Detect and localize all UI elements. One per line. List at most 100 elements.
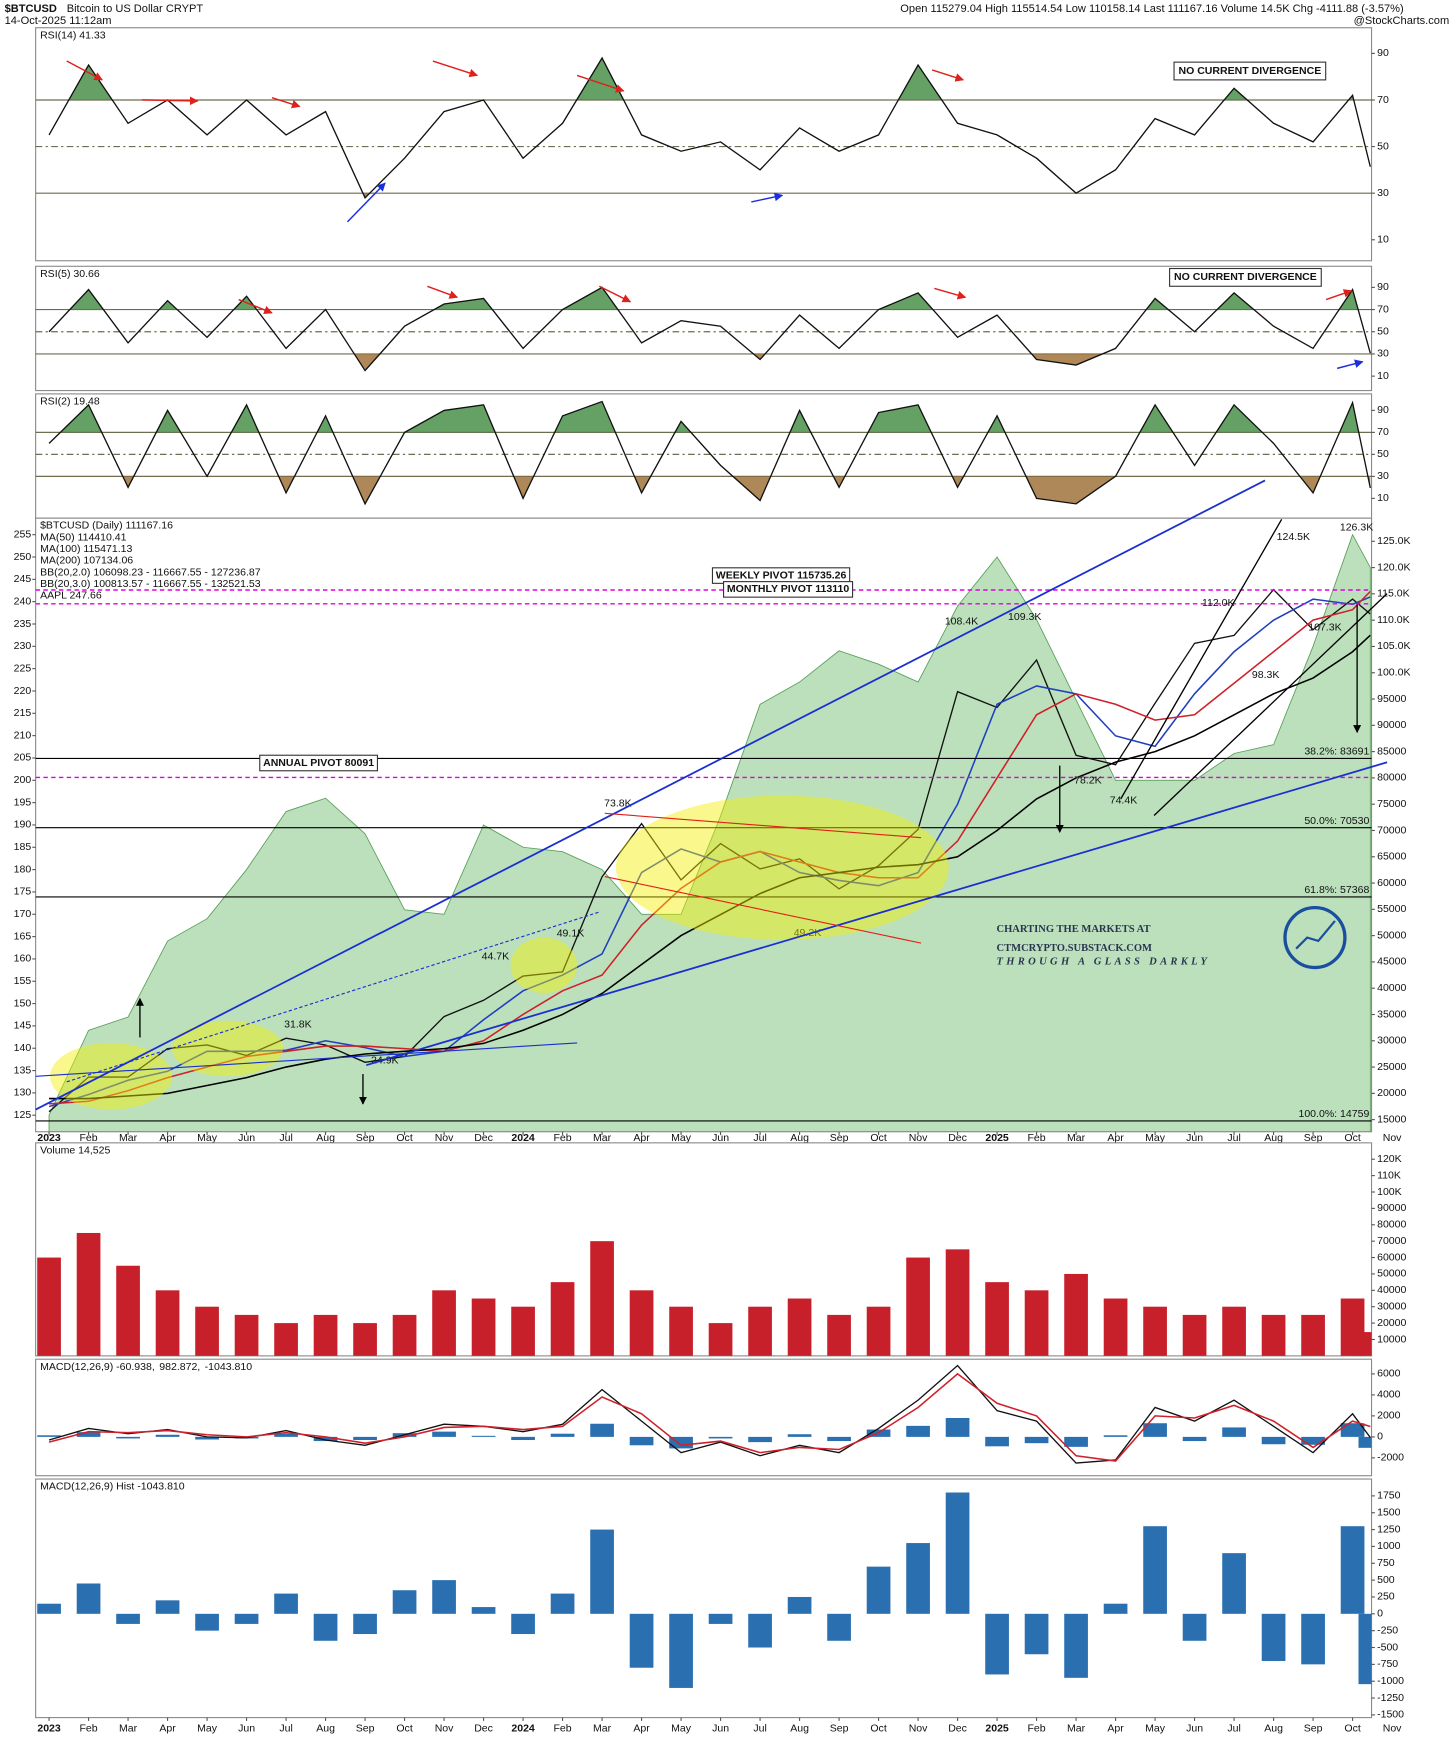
y-tick-label: 35000 (1377, 1008, 1406, 1020)
legend-entry: Volume 14,525 (40, 1144, 110, 1156)
fib-label: 50.0%: 70530 (1304, 815, 1369, 827)
bar (1358, 1613, 1372, 1685)
bar (116, 1436, 140, 1439)
x-tick-label: Feb (79, 1722, 97, 1734)
x-tick-label: Jul (279, 1132, 292, 1144)
bar (669, 1436, 693, 1449)
bar (1261, 1613, 1286, 1661)
y-tick-label: -1000 (1377, 1675, 1404, 1687)
bar (708, 1436, 733, 1439)
x-tick-label: 2023 (37, 1132, 61, 1144)
quote: Open 115279.04 High 115514.54 Low 110158… (900, 3, 1403, 15)
x-tick-label: Apr (1107, 1132, 1124, 1144)
bar (1143, 1306, 1167, 1356)
x-tick-label: Feb (1028, 1132, 1046, 1144)
legend-entry: RSI(2) 19.48 (40, 395, 100, 407)
legend-entry: MA(50) 114410.41 (40, 531, 127, 543)
bar (353, 1436, 377, 1441)
oversold-fill (49, 353, 1371, 371)
bar (471, 1435, 496, 1437)
bar (313, 1613, 338, 1641)
bar (195, 1436, 219, 1440)
x-tick-label: Dec (474, 1132, 493, 1144)
y-tick-label: -250 (1377, 1624, 1398, 1636)
legend-entry: MACD(12,26,9) Hist -1043.810 (40, 1481, 185, 1493)
y-tick-label: 25000 (1377, 1061, 1406, 1073)
bar (471, 1298, 496, 1356)
bar (590, 1529, 614, 1614)
y-tick-label: 140 (14, 1042, 32, 1054)
x-tick-label: Sep (1304, 1722, 1323, 1734)
overbought-fill (49, 401, 1371, 433)
y-tick-label: 1000 (1377, 1540, 1401, 1552)
y-tick-label: 240 (14, 595, 32, 607)
bar (37, 1435, 61, 1437)
y-tick-label: 80000 (1377, 1219, 1406, 1231)
legend-entry: 982.872, (159, 1361, 200, 1373)
bar (195, 1306, 219, 1356)
divergence-arrow (751, 192, 784, 203)
symbol-name: Bitcoin to US Dollar CRYPT (67, 3, 204, 15)
y-tick-label: 220 (14, 685, 32, 697)
y-tick-label: 245 (14, 573, 32, 585)
pivot-label: ANNUAL PIVOT 80091 (263, 757, 374, 769)
bar (313, 1436, 338, 1442)
y-tick-label: 165 (14, 930, 32, 942)
price-label: 98.3K (1252, 669, 1280, 681)
y-tick-label: 110K (1377, 1169, 1401, 1181)
bar (985, 1436, 1009, 1447)
bar (155, 1434, 180, 1437)
x-tick-label: Aug (790, 1722, 809, 1734)
divergence-arrow (598, 285, 632, 303)
fib-label: 38.2%: 83691 (1304, 746, 1369, 758)
legend-entry: AAPL 247.66 (40, 590, 102, 602)
price-label: 24.9K (371, 1055, 399, 1067)
bar (906, 1543, 930, 1614)
bar (1064, 1436, 1088, 1447)
x-tick-label: Oct (870, 1722, 886, 1734)
pivot-box (723, 581, 854, 598)
x-tick-label: 2025 (985, 1722, 1009, 1734)
y-tick-label: 70000 (1377, 824, 1406, 836)
y-tick-label: 180 (14, 863, 32, 875)
bar (985, 1613, 1009, 1675)
x-tick-label: Aug (1264, 1132, 1283, 1144)
divergence-arrow (1325, 289, 1353, 301)
y-tick-label: 210 (14, 729, 32, 741)
oversold-fill (122, 476, 1371, 504)
bar (37, 1603, 61, 1614)
y-tick-label: 110.0K (1377, 614, 1410, 626)
x-tick-label: May (671, 1722, 692, 1734)
channel-line (1153, 593, 1388, 817)
y-tick-label: 90 (1377, 281, 1389, 293)
bar (787, 1596, 812, 1614)
bar (985, 1282, 1009, 1356)
y-tick-label: 20000 (1377, 1087, 1406, 1099)
y-tick-label: 115.0K (1377, 588, 1410, 600)
y-tick-label: -2000 (1377, 1452, 1404, 1464)
bar (76, 1583, 101, 1614)
bar (234, 1613, 259, 1624)
x-tick-label: May (671, 1132, 692, 1144)
bar (511, 1613, 535, 1635)
legend-entry: MACD(12,26,9) -60.938, (40, 1361, 155, 1373)
y-tick-label: 195 (14, 796, 32, 808)
series-line (49, 634, 1371, 1100)
x-tick-label: Apr (633, 1722, 650, 1734)
bar (116, 1613, 140, 1624)
legend-entry: $BTCUSD (Daily) 111167.16 (40, 520, 173, 532)
x-tick-label: Oct (396, 1132, 412, 1144)
y-tick-label: 90000 (1377, 1202, 1406, 1214)
y-tick-label: 70000 (1377, 1235, 1406, 1247)
y-tick-label: 2000 (1377, 1410, 1401, 1422)
bar (1024, 1436, 1049, 1444)
divergence-arrow (1336, 359, 1364, 370)
y-tick-label: 10 (1377, 234, 1389, 246)
y-tick-label: 40000 (1377, 982, 1406, 994)
series-line (48, 56, 1371, 199)
y-tick-label: 125 (14, 1109, 32, 1121)
y-tick-label: 70 (1377, 303, 1389, 315)
y-tick-label: 1750 (1377, 1490, 1401, 1502)
x-tick-label: Dec (474, 1722, 493, 1734)
y-tick-label: 500 (1377, 1574, 1395, 1586)
